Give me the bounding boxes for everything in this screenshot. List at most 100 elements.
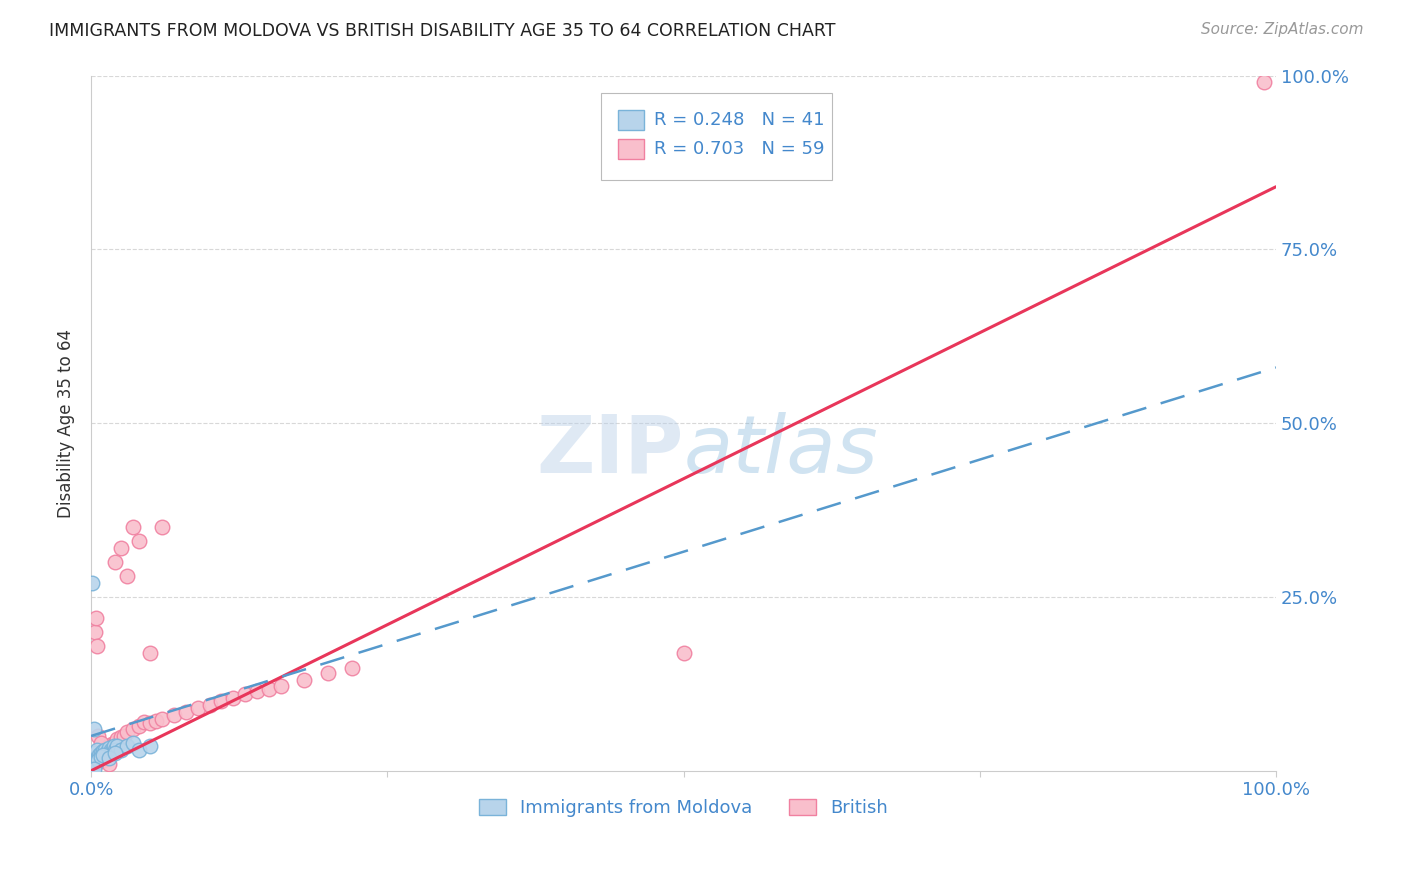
Point — [93, 744, 115, 758]
Point — [128, 718, 150, 732]
Point — [96, 747, 118, 761]
Point — [84, 611, 107, 625]
Text: R = 0.248   N = 41: R = 0.248 N = 41 — [654, 111, 824, 129]
Point — [83, 758, 105, 772]
FancyBboxPatch shape — [600, 93, 832, 180]
Point — [94, 743, 117, 757]
FancyBboxPatch shape — [619, 139, 644, 159]
Point — [82, 576, 104, 591]
Point — [115, 725, 138, 739]
Point — [98, 739, 121, 754]
Point — [257, 681, 280, 696]
Point — [174, 705, 197, 719]
Point — [97, 743, 120, 757]
Point — [233, 687, 256, 701]
Point — [145, 714, 167, 728]
Point — [97, 744, 120, 758]
Point — [91, 744, 114, 758]
Point — [89, 748, 111, 763]
Point — [91, 753, 114, 767]
FancyBboxPatch shape — [619, 111, 644, 129]
Point — [83, 747, 105, 761]
Point — [110, 743, 132, 757]
Point — [90, 747, 112, 761]
Text: R = 0.703   N = 59: R = 0.703 N = 59 — [654, 140, 824, 158]
Point — [97, 756, 120, 771]
Point — [139, 716, 162, 731]
Point — [121, 736, 143, 750]
Point — [87, 753, 110, 767]
Point — [93, 748, 115, 763]
Point — [90, 749, 112, 764]
Point — [89, 749, 111, 764]
Point — [246, 683, 269, 698]
Point — [83, 760, 105, 774]
Point — [115, 569, 138, 583]
Point — [163, 708, 186, 723]
Point — [103, 739, 125, 754]
Point — [139, 739, 162, 754]
Point — [1253, 75, 1275, 89]
Point — [316, 666, 339, 681]
Point — [270, 679, 292, 693]
Point — [87, 751, 110, 765]
Point — [84, 756, 107, 770]
Point — [294, 673, 316, 688]
Point — [83, 624, 105, 639]
Point — [84, 756, 107, 770]
Point — [110, 541, 132, 556]
Y-axis label: Disability Age 35 to 64: Disability Age 35 to 64 — [58, 328, 75, 517]
Point — [222, 690, 245, 705]
Point — [128, 534, 150, 549]
Point — [86, 639, 108, 653]
Point — [187, 701, 209, 715]
Point — [83, 758, 105, 772]
Point — [672, 646, 695, 660]
Point — [121, 520, 143, 534]
Point — [82, 756, 104, 771]
Point — [86, 753, 108, 767]
Point — [84, 756, 107, 770]
Point — [340, 661, 363, 675]
Point — [83, 756, 105, 771]
Point — [83, 749, 105, 764]
Point — [90, 736, 112, 750]
Point — [84, 751, 107, 765]
Point — [82, 760, 104, 774]
Point — [104, 736, 127, 750]
Point — [86, 743, 108, 757]
Point — [96, 741, 118, 756]
Point — [83, 753, 105, 767]
Point — [90, 748, 112, 763]
Text: atlas: atlas — [683, 412, 879, 490]
Text: ZIP: ZIP — [536, 412, 683, 490]
Point — [83, 722, 105, 736]
Point — [91, 747, 114, 761]
Point — [98, 747, 121, 761]
Point — [139, 646, 162, 660]
Point — [83, 756, 105, 771]
Point — [115, 739, 138, 754]
Point — [110, 731, 132, 745]
Text: IMMIGRANTS FROM MOLDOVA VS BRITISH DISABILITY AGE 35 TO 64 CORRELATION CHART: IMMIGRANTS FROM MOLDOVA VS BRITISH DISAB… — [49, 22, 835, 40]
Point — [101, 744, 124, 758]
Point — [104, 747, 127, 761]
Point — [87, 751, 110, 765]
Point — [87, 729, 110, 743]
Point — [112, 729, 135, 743]
Point — [94, 743, 117, 757]
Point — [211, 694, 233, 708]
Point — [128, 743, 150, 757]
Point — [121, 722, 143, 736]
Point — [100, 743, 122, 757]
Point — [86, 753, 108, 767]
Point — [91, 748, 114, 763]
Point — [104, 555, 127, 569]
Point — [97, 751, 120, 765]
Point — [83, 758, 105, 772]
Point — [150, 712, 173, 726]
Point — [101, 737, 124, 751]
Point — [150, 520, 173, 534]
Point — [134, 714, 156, 729]
Text: Source: ZipAtlas.com: Source: ZipAtlas.com — [1201, 22, 1364, 37]
